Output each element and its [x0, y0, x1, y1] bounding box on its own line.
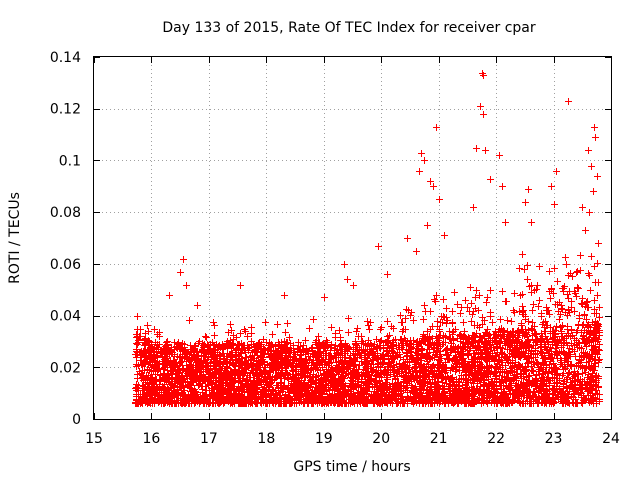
- data-point-12: [350, 282, 357, 289]
- y-tick-label: 0.12: [50, 102, 81, 118]
- data-points: [132, 70, 603, 407]
- x-tick-label: 22: [487, 431, 505, 447]
- data-point-20: [427, 178, 434, 185]
- data-point-52: [594, 173, 601, 180]
- data-point-50: [592, 134, 599, 141]
- data-point-8: [281, 292, 288, 299]
- data-point-39: [528, 219, 535, 226]
- y-tick-label: 0.04: [50, 309, 81, 325]
- x-tick-label: 24: [602, 431, 620, 447]
- data-point-44: [565, 98, 572, 105]
- data-point-9: [321, 294, 328, 301]
- data-point-43: [551, 201, 558, 208]
- x-tick-label: 19: [315, 431, 333, 447]
- data-point-41: [548, 183, 555, 190]
- x-tick-label: 15: [85, 431, 103, 447]
- chart-title: Day 133 of 2015, Rate Of TEC Index for r…: [162, 20, 536, 36]
- data-point-4: [177, 269, 184, 276]
- axis-ticks: [94, 57, 612, 420]
- data-point-0: [134, 313, 141, 320]
- y-tick-label: 0.08: [50, 205, 81, 221]
- y-tick-label: 0.14: [50, 50, 81, 66]
- data-point-53: [595, 240, 602, 247]
- y-axis-label: ROTI / TECUs: [7, 192, 23, 284]
- data-point-51: [590, 188, 597, 195]
- data-point-31: [482, 147, 489, 154]
- data-point-26: [473, 145, 480, 152]
- x-tick-labels: 15 16 17 18 19 20 21 22 23 24: [85, 431, 620, 447]
- y-tick-labels: 0 0.02 0.04 0.06 0.08 0.1 0.12 0.14: [50, 50, 81, 428]
- data-point-40: [519, 251, 526, 258]
- x-tick-label: 17: [200, 431, 218, 447]
- data-point-2: [166, 292, 173, 299]
- grid-lines: [94, 57, 611, 419]
- data-point-19: [416, 168, 423, 175]
- data-point-46: [582, 227, 589, 234]
- data-point-3: [180, 256, 187, 263]
- x-tick-label: 21: [430, 431, 448, 447]
- data-point-38: [525, 186, 532, 193]
- y-tick-label: 0.02: [50, 360, 81, 376]
- data-point-6: [194, 302, 201, 309]
- data-point-49: [591, 124, 598, 131]
- x-tick-label: 23: [545, 431, 563, 447]
- data-point-36: [502, 219, 509, 226]
- data-point-10: [341, 261, 348, 268]
- data-point-11: [344, 276, 351, 283]
- data-point-13: [375, 243, 382, 250]
- data-point-34: [499, 183, 506, 190]
- data-point-45: [579, 204, 586, 211]
- data-point-18: [421, 157, 428, 164]
- data-point-28: [480, 72, 487, 79]
- data-point-33: [496, 152, 503, 159]
- plot-frame: [93, 56, 612, 420]
- data-point-24: [424, 222, 431, 229]
- data-point-1: [137, 326, 144, 333]
- data-point-47: [585, 147, 592, 154]
- data-point-14: [384, 271, 391, 278]
- data-point-17: [418, 150, 425, 157]
- data-point-48: [588, 163, 595, 170]
- x-tick-label: 16: [143, 431, 161, 447]
- data-point-22: [433, 124, 440, 131]
- data-point-29: [477, 103, 484, 110]
- data-point-25: [441, 232, 448, 239]
- y-tick-label: 0.1: [59, 153, 81, 169]
- data-point-23: [436, 196, 443, 203]
- scatter-point-cloud: [132, 252, 603, 407]
- x-tick-label: 18: [257, 431, 275, 447]
- data-point-54: [586, 209, 593, 216]
- y-tick-label: 0.06: [50, 257, 81, 273]
- data-point-16: [413, 248, 420, 255]
- data-point-35: [470, 204, 477, 211]
- data-point-5: [183, 282, 190, 289]
- data-point-32: [487, 176, 494, 183]
- data-point-42: [553, 168, 560, 175]
- data-point-7: [237, 282, 244, 289]
- data-point-30: [480, 111, 487, 118]
- x-axis-label: GPS time / hours: [293, 459, 410, 475]
- data-point-15: [404, 235, 411, 242]
- y-tick-label: 0: [72, 412, 81, 428]
- data-point-21: [430, 183, 437, 190]
- x-tick-label: 20: [372, 431, 390, 447]
- data-point-37: [522, 199, 529, 206]
